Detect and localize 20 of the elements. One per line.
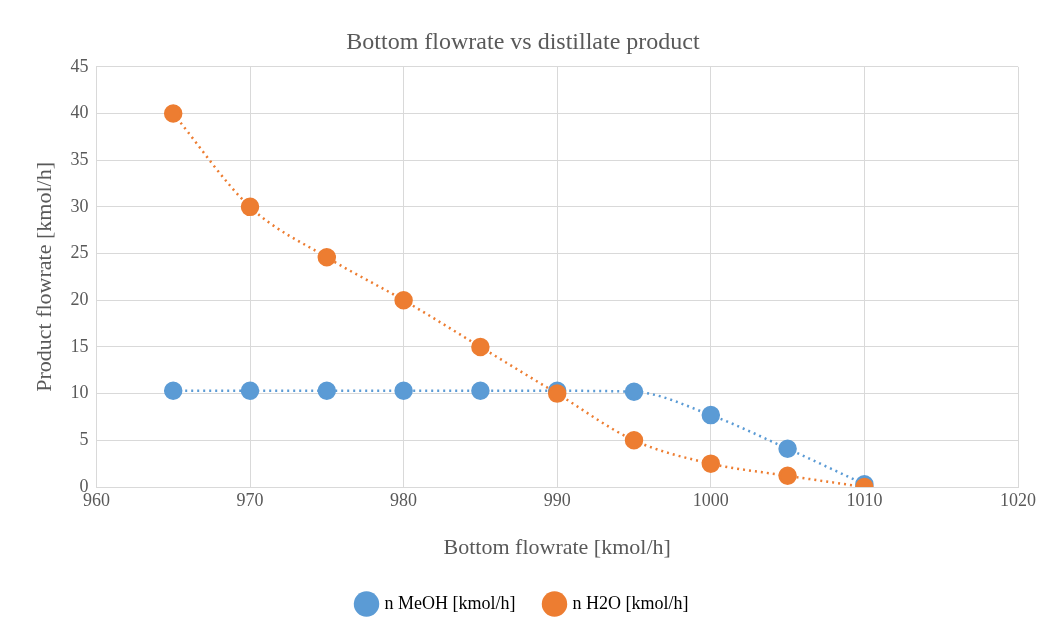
y-tick-label: 45: [70, 55, 89, 76]
x-tick-label: 1020: [1000, 489, 1036, 510]
y-tick-label: 10: [70, 382, 89, 403]
x-tick-label: 1010: [846, 489, 883, 510]
y-tick-label: 5: [79, 429, 89, 450]
legend-label: n H2O [kmol/h]: [572, 592, 689, 613]
y-tick-label: 25: [70, 242, 89, 263]
y-tick-label: 20: [70, 288, 89, 309]
x-tick-label: 980: [390, 489, 418, 510]
y-tick-label: 30: [70, 195, 89, 216]
y-tick-label: 35: [70, 148, 89, 169]
x-tick-label: 990: [543, 489, 571, 510]
chart-title: Bottom flowrate vs distillate product: [346, 27, 700, 54]
x-tick-label: 1000: [692, 489, 729, 510]
y-tick-label: 15: [70, 335, 89, 356]
x-tick-label: 970: [236, 489, 264, 510]
legend-label: n MeOH [kmol/h]: [384, 592, 516, 613]
y-tick-label: 40: [70, 102, 89, 123]
y-axis-title: Product flowrate [kmol/h]: [30, 162, 56, 392]
x-axis-title: Bottom flowrate [kmol/h]: [443, 533, 671, 559]
